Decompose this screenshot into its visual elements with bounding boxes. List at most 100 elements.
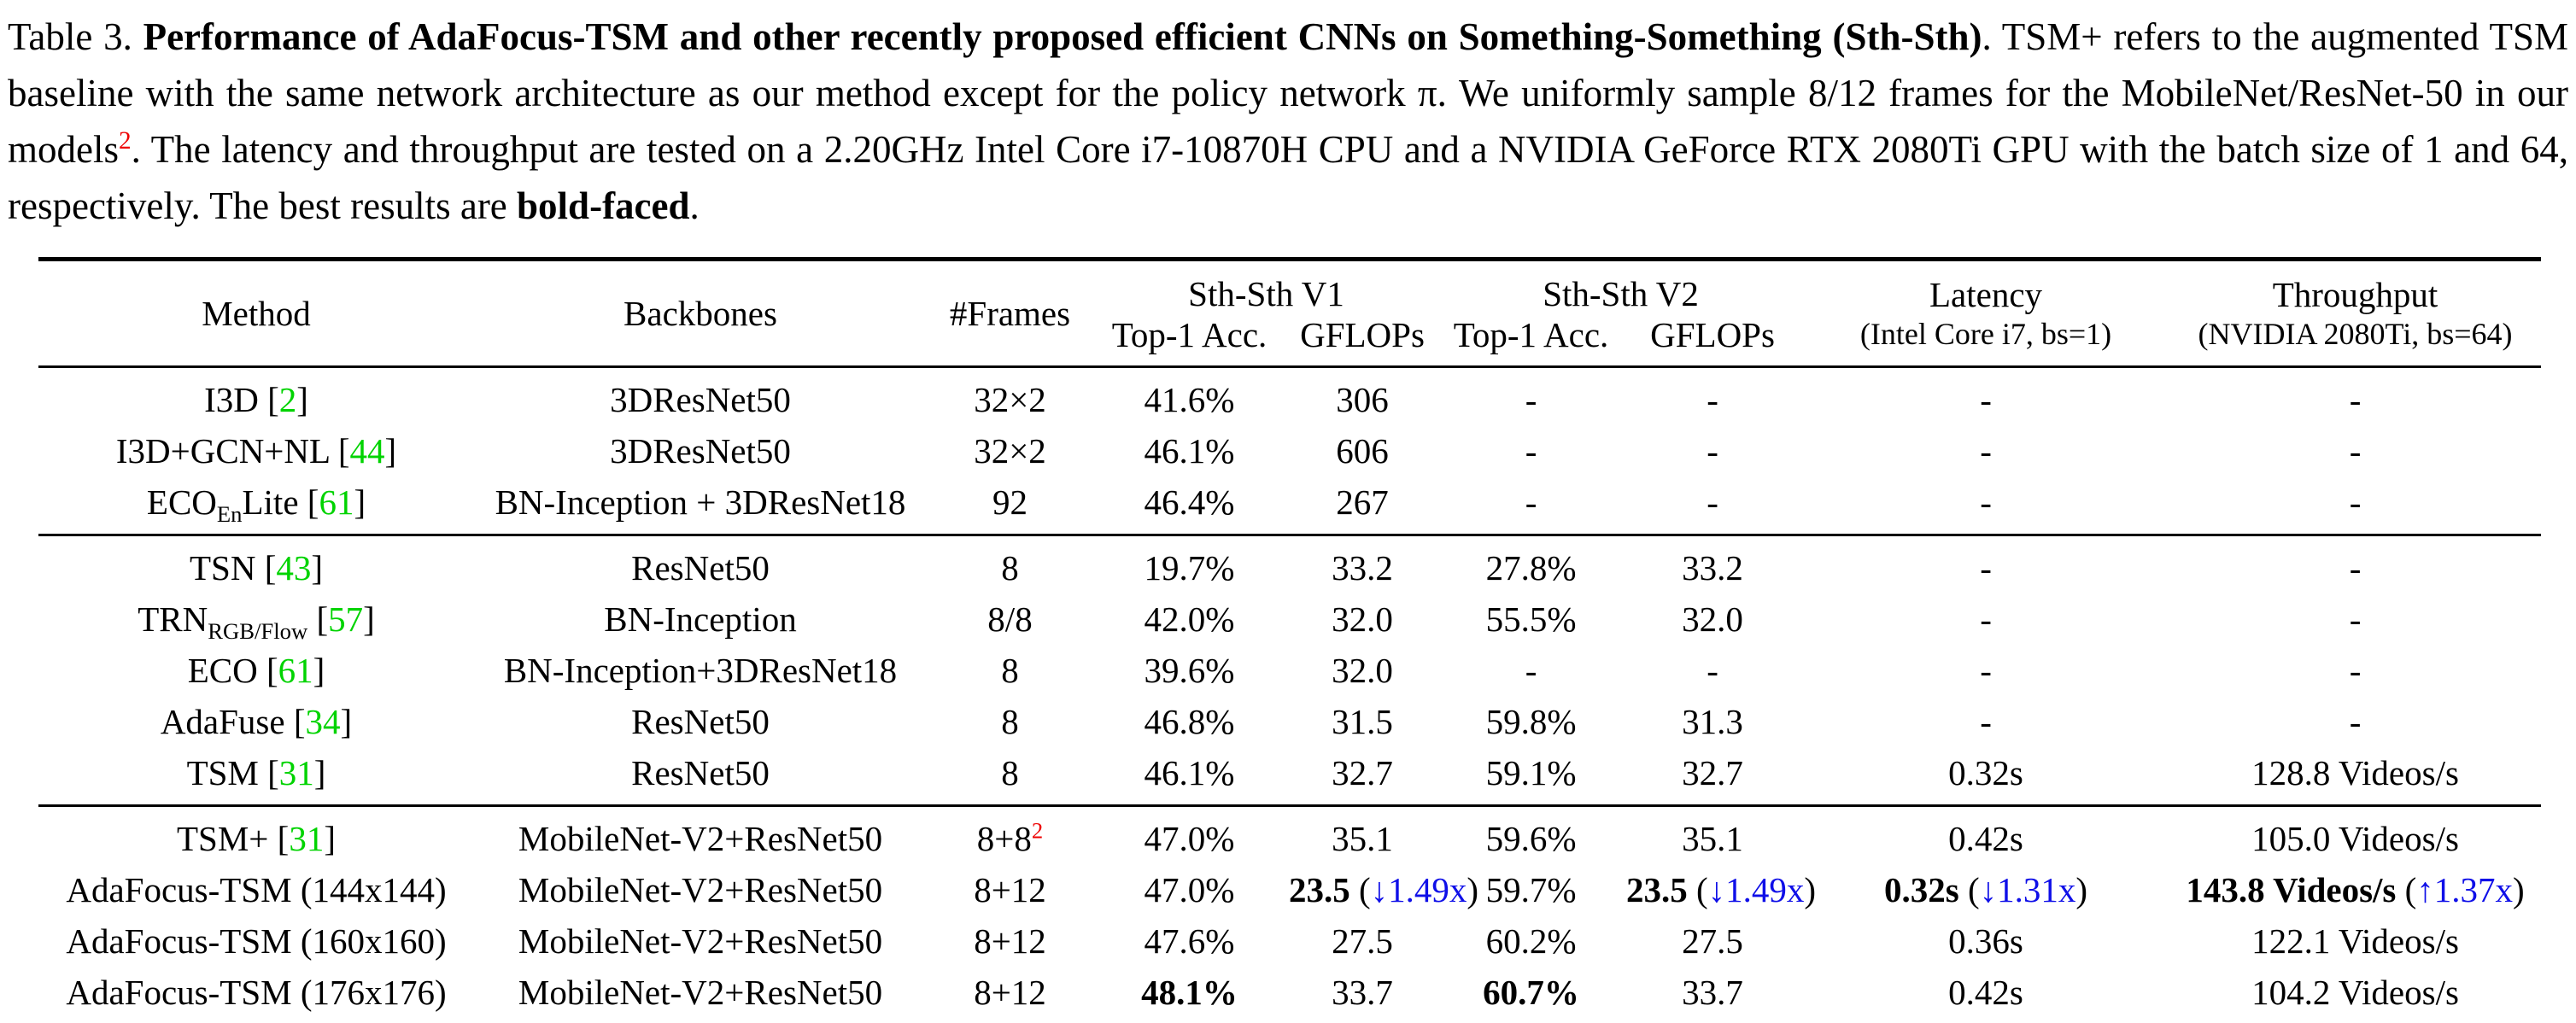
text-segment: 122.1 Videos/s: [2251, 921, 2459, 961]
table-header: Method Backbones #Frames Sth-Sth V1 Sth-…: [38, 260, 2542, 367]
cell-method: I3D [2]: [38, 367, 474, 426]
text-segment: 32.0: [1332, 651, 1393, 690]
cell-method: AdaFocus-TSM (160x160): [38, 915, 474, 967]
cell-frames: 8+12: [927, 967, 1093, 1023]
text-segment: (: [1958, 870, 1980, 909]
text-segment: 32.0: [1332, 599, 1393, 639]
table-row: AdaFocus-TSM (176x176) MobileNet-V2+ResNe…: [38, 967, 2541, 1023]
cell-frames: 8: [927, 696, 1093, 747]
text-segment: 306: [1336, 380, 1389, 419]
caption-title: Performance of AdaFocus-TSM and other re…: [143, 15, 1982, 58]
cell-method: TSM+ [31]: [38, 806, 474, 865]
cell-v1-top1: 47.0%: [1093, 864, 1285, 915]
col-header-v2-top1: Top-1 Acc.: [1453, 315, 1609, 354]
text-segment: 128.8 Videos/s: [2251, 753, 2459, 792]
citation-ref: 31: [278, 753, 314, 792]
text-segment: TSN [: [189, 548, 277, 587]
cell-backbones: ResNet50: [474, 747, 927, 806]
table-row: ECOEnLite [61] BN-Inception + 3DResNet18 9…: [38, 476, 2541, 535]
text-segment: 267: [1336, 482, 1389, 522]
text-segment: En: [216, 501, 243, 528]
text-segment: 8+12: [974, 921, 1046, 961]
text-segment: -: [1707, 482, 1718, 522]
col-header-method: Method: [202, 294, 311, 333]
cell-latency: -: [1802, 367, 2169, 426]
cell-v1-top1: 19.7%: [1093, 535, 1285, 594]
cell-frames: 92: [927, 476, 1093, 535]
cell-v2-gflops: 32.7: [1623, 747, 1802, 806]
cell-backbones: 3DResNet50: [474, 425, 927, 476]
text-segment: 46.1%: [1144, 431, 1235, 471]
cell-latency: 0.32s: [1802, 747, 2169, 806]
cell-backbones: BN-Inception: [474, 593, 927, 645]
cell-frames: 8+12: [927, 864, 1093, 915]
cell-throughput: 104.2 Videos/s: [2169, 967, 2541, 1023]
text-segment: -: [1980, 380, 1992, 419]
col-header-v1-top1: Top-1 Acc.: [1111, 315, 1268, 354]
col-header-latency: Latency (Intel Core i7, bs=1): [1802, 260, 2169, 367]
text-segment: 0.42s: [1948, 819, 2023, 858]
cell-v1-top1: 41.6%: [1093, 367, 1285, 426]
cell-v1-gflops: 306: [1285, 367, 1439, 426]
cell-frames: 8: [927, 535, 1093, 594]
text-segment: 59.8%: [1485, 702, 1577, 741]
cell-v2-gflops: -: [1623, 367, 1802, 426]
text-segment: -: [1980, 431, 1992, 471]
cell-throughput: -: [2169, 696, 2541, 747]
text-segment: -: [1525, 482, 1537, 522]
citation-ref: 61: [278, 651, 313, 690]
text-segment: ): [2513, 870, 2525, 909]
cell-backbones: MobileNet-V2+ResNet50: [474, 864, 927, 915]
text-segment: 35.1: [1682, 819, 1743, 858]
text-segment: ): [1467, 870, 1479, 909]
text-segment: 47.0%: [1144, 870, 1235, 909]
cell-v2-gflops: 35.1: [1623, 806, 1802, 865]
text-segment: 41.6%: [1144, 380, 1235, 419]
cell-v1-gflops: 32.0: [1285, 645, 1439, 696]
text-segment: -: [2349, 599, 2362, 639]
table-caption: Table 3. Performance of AdaFocus-TSM and…: [8, 9, 2568, 234]
text-segment: 3DResNet50: [610, 431, 791, 471]
cell-v1-top1: 47.0%: [1093, 806, 1285, 865]
text-segment: ]: [384, 431, 397, 471]
text-segment: 33.7: [1332, 973, 1393, 1012]
citation-ref: 61: [319, 482, 354, 522]
improvement-note: ↓1.31x: [1979, 870, 2076, 909]
text-segment: Lite [: [242, 482, 319, 522]
text-segment: ]: [311, 548, 323, 587]
cell-v2-top1: 55.5%: [1439, 593, 1623, 645]
cell-v2-gflops: 33.2: [1623, 535, 1802, 594]
latency-header-title: Latency: [1929, 275, 2043, 314]
latency-header-subtitle: (Intel Core i7, bs=1): [1859, 317, 2112, 351]
text-segment: ]: [340, 702, 353, 741]
text-segment: 39.6%: [1144, 651, 1235, 690]
cell-v1-gflops: 35.1: [1285, 806, 1439, 865]
cell-throughput: -: [2169, 535, 2541, 594]
table-row: AdaFocus-TSM (160x160) MobileNet-V2+ResNe…: [38, 915, 2541, 967]
text-segment: -: [1707, 380, 1718, 419]
caption-boldfaced-word: bold-faced: [517, 184, 690, 227]
cell-v1-gflops: 23.5 (↓1.49x): [1285, 864, 1478, 915]
cell-frames: 8: [927, 747, 1093, 806]
text-segment: 8: [1001, 651, 1019, 690]
text-segment: AdaFuse [: [160, 702, 306, 741]
text-segment: 60.2%: [1485, 921, 1577, 961]
text-segment: 31.3: [1682, 702, 1743, 741]
best-result-value: 0.32s: [1884, 870, 1959, 909]
text-segment: -: [2349, 431, 2362, 471]
cell-latency: -: [1802, 645, 2169, 696]
cell-v2-gflops: 33.7: [1623, 967, 1802, 1023]
text-segment: I3D [: [204, 380, 279, 419]
text-segment: 46.4%: [1144, 482, 1235, 522]
cell-v2-top1: -: [1439, 645, 1623, 696]
citation-ref: 43: [276, 548, 312, 587]
text-segment: (: [1349, 870, 1371, 909]
text-segment: ECO: [146, 482, 217, 522]
text-segment: -: [1980, 651, 1992, 690]
text-segment: ]: [313, 651, 325, 690]
text-segment: -: [1525, 380, 1537, 419]
cell-method: TRNRGB/Flow [57]: [38, 593, 474, 645]
text-segment: 0.32s: [1948, 753, 2023, 792]
cell-v1-top1: 39.6%: [1093, 645, 1285, 696]
citation-ref: 2: [278, 380, 297, 419]
